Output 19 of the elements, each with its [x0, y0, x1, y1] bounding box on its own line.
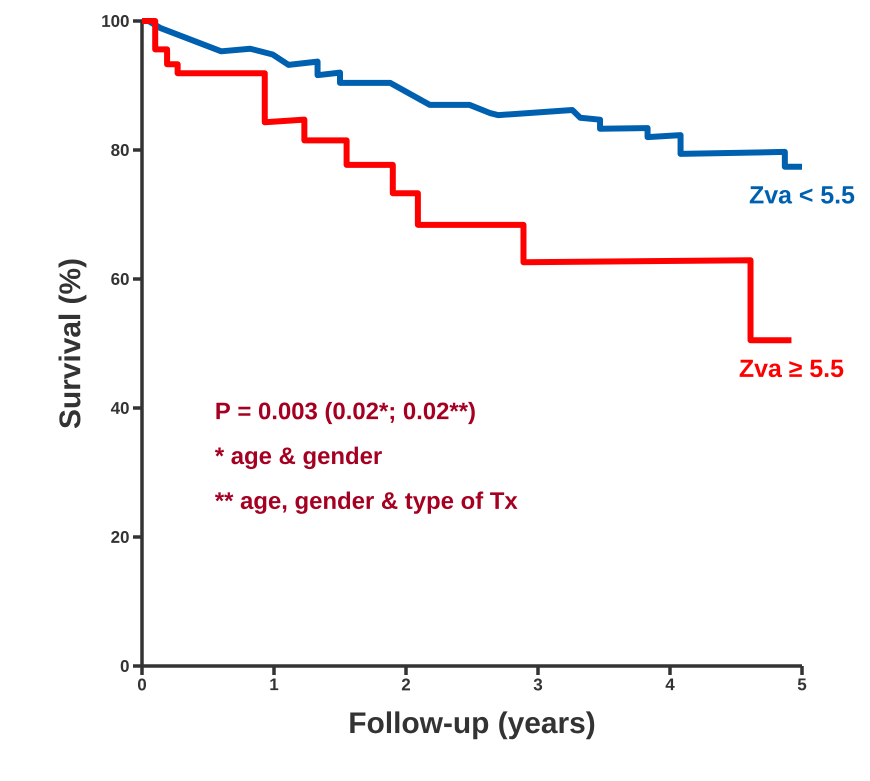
- x-tick-label: 2: [402, 678, 410, 690]
- series-label: Zva < 5.5: [750, 186, 854, 204]
- y-axis-title: Survival (%): [58, 259, 86, 428]
- annotation: ** age, gender & type of Tx: [214, 492, 518, 514]
- y-tick-label: 40: [110, 402, 129, 414]
- series-label: Zva ≥ 5.5: [740, 360, 844, 378]
- x-tick-label: 1: [270, 678, 278, 690]
- x-tick-label: 5: [798, 678, 806, 690]
- annotation: * age & gender: [214, 446, 382, 470]
- y-tick-label: 20: [111, 531, 129, 543]
- x-tick-label: 4: [666, 678, 675, 690]
- x-tick-label: 0: [138, 678, 146, 691]
- x-tick-label: 3: [534, 678, 542, 691]
- y-tick-label: 60: [111, 272, 129, 285]
- x-axis-title: Follow-up (years): [350, 711, 594, 740]
- y-tick-label: 0: [120, 660, 129, 672]
- annotation: P = 0.003 (0.02*; 0.02**): [216, 402, 475, 424]
- y-tick-label: 80: [111, 144, 129, 156]
- y-tick-label: 100: [102, 14, 129, 27]
